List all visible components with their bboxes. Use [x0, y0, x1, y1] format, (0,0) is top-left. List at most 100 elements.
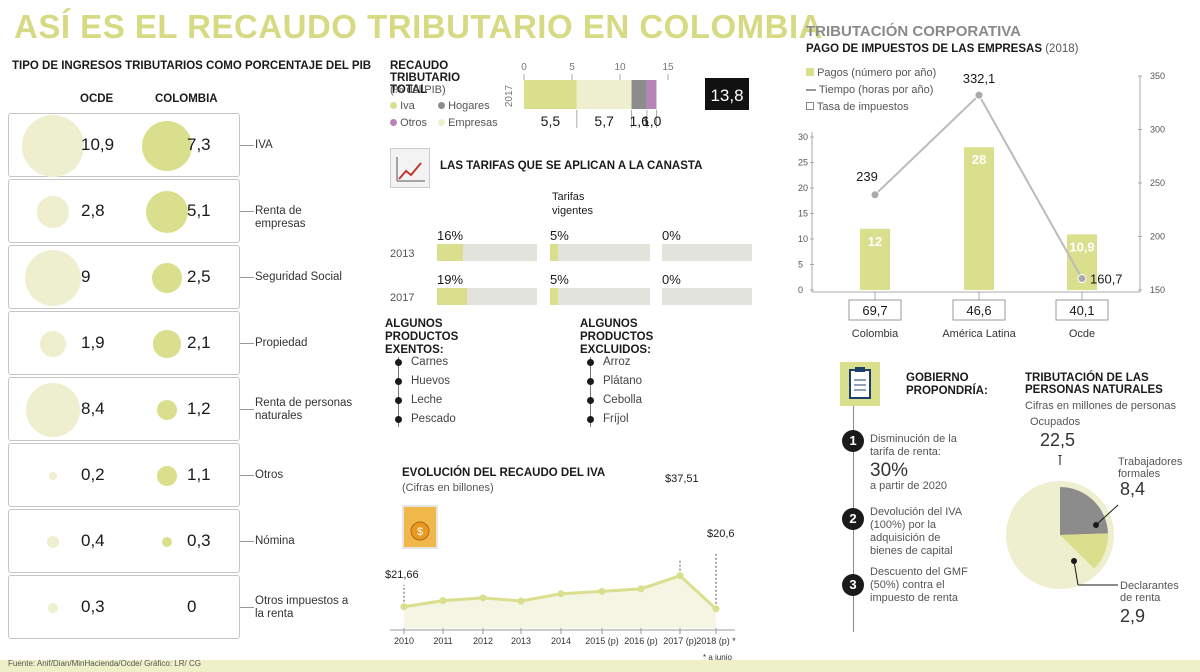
ocde-circle	[40, 331, 66, 357]
left-tick: 10	[798, 234, 808, 244]
recaudo-segment-label: 5,7	[594, 113, 614, 129]
pagos-bar-label: 28	[972, 152, 986, 167]
tiempo-point	[1077, 274, 1087, 284]
step-2-badge: 2	[842, 508, 864, 530]
right-tick: 250	[1150, 178, 1165, 188]
colombia-circle	[153, 330, 181, 358]
tipos-row-label: Renta de personas naturales	[255, 397, 353, 422]
iva-last-label: $20,6	[707, 528, 735, 540]
list-item: Carnes	[411, 356, 449, 368]
recaudo-tick: 15	[662, 62, 674, 73]
iva-x-label: 2015 (p)	[585, 636, 619, 646]
tiempo-label: 239	[856, 169, 878, 184]
row-connector	[240, 409, 254, 410]
coin-icon: $	[402, 505, 438, 549]
tipos-row-label: Otros	[255, 469, 284, 481]
ocupados-value: 22,5	[1040, 430, 1076, 450]
tipos-title: TIPO DE INGRESOS TRIBUTARIOS COMO PORCEN…	[12, 60, 372, 72]
left-tick: 20	[798, 183, 808, 193]
pagos-bar	[964, 147, 994, 290]
colombia-value: 7,3	[187, 135, 211, 154]
legend-pagos: Pagos (número por año)	[817, 67, 937, 79]
row-connector	[240, 145, 254, 146]
canasta-bar-fill	[437, 288, 468, 305]
left-tick: 25	[798, 158, 808, 168]
ocde-value: 0,4	[81, 531, 105, 550]
canasta-rate: 16%	[437, 228, 464, 243]
left-tick: 30	[798, 132, 808, 142]
iva-x-label: 2010	[394, 636, 414, 646]
ocde-circle	[47, 536, 59, 548]
tasa-value: 40,1	[1069, 303, 1094, 318]
tipos-row: 9 2,5	[8, 245, 240, 309]
step-3-badge: 3	[842, 574, 864, 596]
corporativa-subtitle: PAGO DE IMPUESTOS DE LAS EMPRESAS	[806, 43, 1043, 55]
recaudo-segment	[524, 80, 577, 109]
canasta-header: Tarifas vigentes	[552, 191, 593, 217]
list-item: Huevos	[411, 375, 450, 387]
canasta-title: LAS TARIFAS QUE SE APLICAN A LA CANASTA	[440, 160, 703, 172]
recaudo-title: RECAUDO TRIBUTARIO TOTAL	[390, 60, 461, 96]
exentos-title: ALGUNOS PRODUCTOS EXENTOS:	[385, 318, 459, 356]
colombia-value: 0,3	[187, 531, 211, 550]
list-bullet	[587, 416, 594, 423]
ocde-circle	[47, 602, 59, 614]
legend-empresas: Empresas	[448, 117, 498, 129]
left-tick: 15	[798, 209, 808, 219]
pagos-bar-label: 10,9	[1069, 239, 1094, 254]
tiempo-label: 160,7	[1090, 272, 1123, 287]
canasta-rate: 0%	[662, 272, 681, 287]
iva-chart-subtitle: (Cifras en billones)	[402, 482, 494, 494]
iva-chart-title: EVOLUCIÓN DEL RECAUDO DEL IVA	[402, 467, 606, 479]
colombia-value: 5,1	[187, 201, 211, 220]
page-title: ASÍ ES EL RECAUDO TRIBUTARIO EN COLOMBIA	[14, 8, 823, 45]
corporativa-chart: 0 5 10 15 20 25 30 150 200 250 300 350 12 28 10,9 239 33…	[798, 71, 1165, 340]
iva-x-label: 2012	[473, 636, 493, 646]
tipos-row: 2,8 5,1	[8, 179, 240, 243]
row-connector	[240, 343, 254, 344]
iva-x-label: 2016 (p)	[624, 636, 658, 646]
list-bullet	[395, 416, 402, 423]
corporativa-title: TRIBUTACIÓN CORPORATIVA	[806, 23, 1021, 40]
list-line	[590, 357, 591, 427]
list-bullet	[395, 378, 402, 385]
recaudo-total: 13,8	[710, 86, 743, 105]
colombia-circle	[157, 466, 177, 486]
right-tick: 200	[1150, 232, 1165, 242]
tipos-row: 8,4 1,2	[8, 377, 240, 441]
colombia-circle	[145, 190, 189, 234]
list-line	[398, 357, 399, 427]
canasta-bar-fill	[437, 244, 463, 261]
svg-text:$: $	[417, 526, 423, 538]
list-item: Leche	[411, 394, 443, 406]
colombia-value: 2,5	[187, 267, 211, 286]
ocde-value: 9	[81, 267, 91, 286]
row-connector	[240, 211, 254, 212]
corp-category-label: Colombia	[852, 328, 899, 340]
colombia-circle	[161, 536, 173, 548]
canasta-bar	[662, 288, 752, 305]
right-tick: 150	[1150, 285, 1165, 295]
ocde-circle	[22, 115, 84, 177]
colombia-value: 1,1	[187, 465, 211, 484]
iva-x-label: 2013	[511, 636, 531, 646]
gobierno-title: GOBIERNO PROPONDRÍA:	[906, 372, 988, 397]
legend-iva: Iva	[400, 100, 415, 112]
tiempo-label: 332,1	[963, 71, 996, 86]
recaudo-tick: 10	[614, 62, 626, 73]
formales-label: Trabajadores formales	[1118, 456, 1183, 480]
iva-point	[400, 603, 408, 611]
clipboard-icon	[840, 362, 880, 406]
recaudo-subtitle: (% del PIB)	[390, 84, 446, 96]
list-bullet	[587, 359, 594, 366]
list-item: Cebolla	[603, 394, 642, 406]
iva-x-label: 2018 (p) *	[696, 636, 736, 646]
step-3-text: Descuento del GMF (50%) contra el impues…	[870, 566, 968, 604]
colombia-value: 2,1	[187, 333, 211, 352]
row-connector	[240, 475, 254, 476]
step-1-big: 30%	[870, 460, 909, 481]
iva-footnote: * a junio	[703, 653, 732, 662]
iva-point	[598, 587, 606, 595]
ocde-circle	[48, 471, 58, 481]
ocde-value: 10,9	[81, 135, 115, 154]
